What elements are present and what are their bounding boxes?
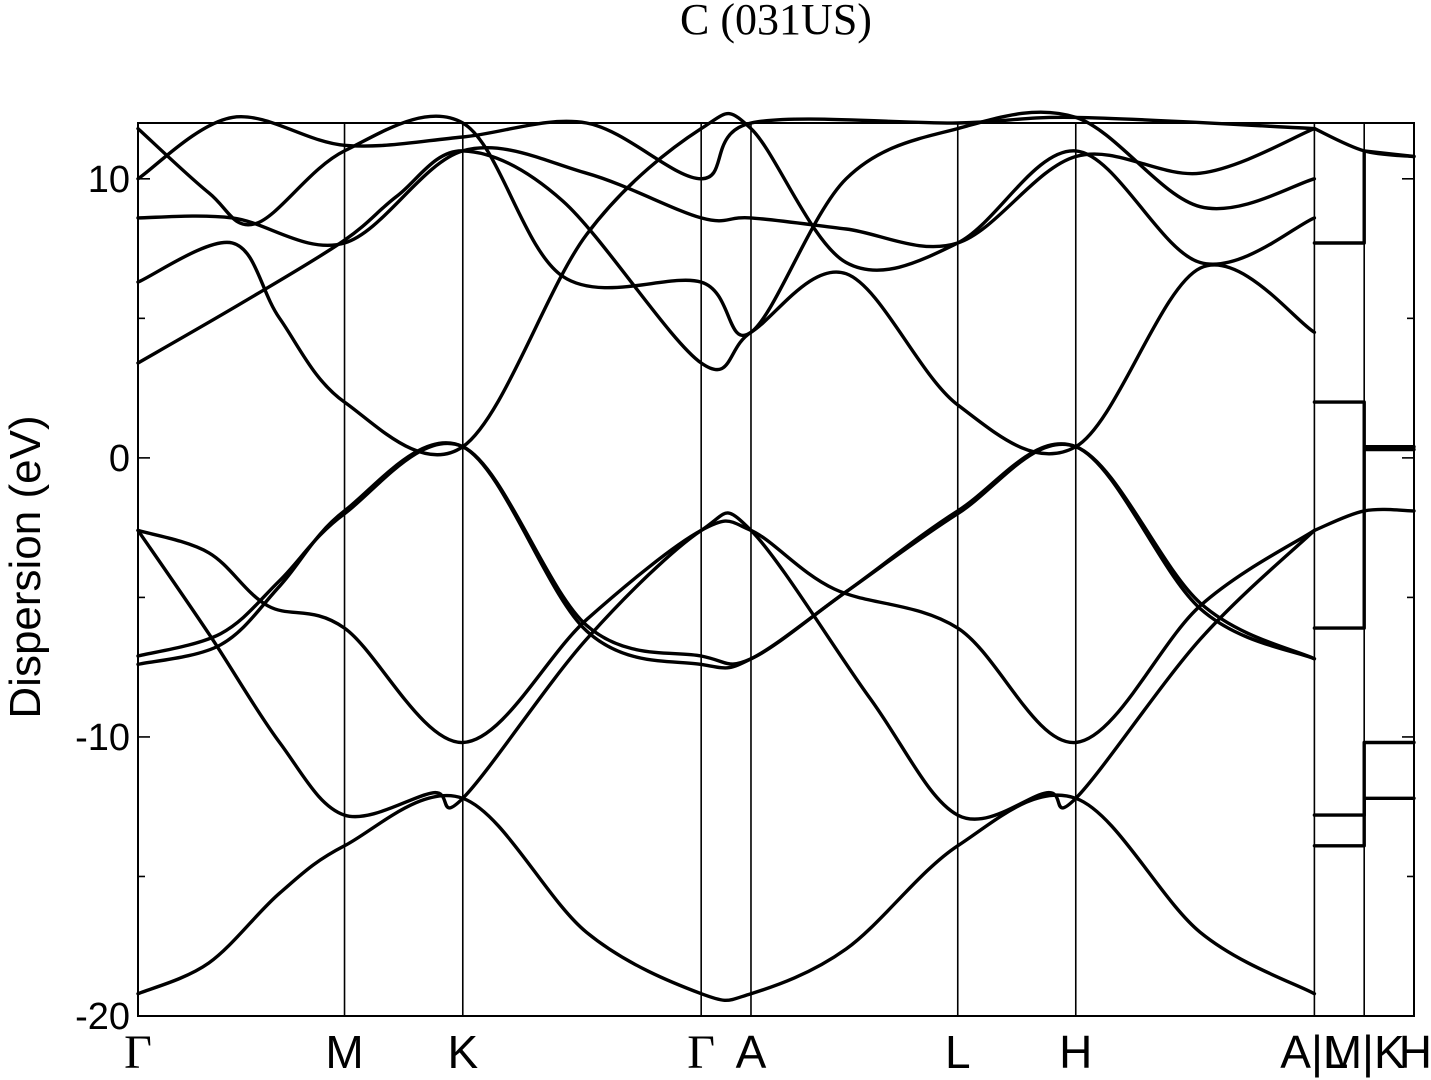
band-2 (136, 511, 1317, 821)
band-7 (136, 111, 1317, 457)
band-lines (136, 110, 1416, 1002)
y-axis-ticks: 10 0 -10 -20 (75, 159, 1414, 1038)
band-12 (1312, 796, 1416, 848)
kpoint-label-8: M|K (1324, 1026, 1405, 1078)
kpoint-label-4: A (736, 1026, 767, 1078)
ytick-label-1: 0 (109, 438, 130, 480)
ytick-label-3: -20 (75, 996, 130, 1038)
x-axis-labels: Γ M K Γ A L H A|LM|KH (124, 1026, 1431, 1079)
ytick-label-0: 10 (88, 159, 130, 201)
kpoint-label-5: L (945, 1026, 971, 1078)
band-14 (1312, 445, 1416, 630)
kpoint-label-3: Γ (687, 1026, 715, 1079)
ytick-label-2: -10 (75, 717, 130, 759)
band-1 (136, 793, 1317, 1002)
band-6 (136, 149, 1317, 456)
chart-title: C (031US) (680, 0, 872, 44)
band-5 (136, 441, 1317, 670)
band-15 (1312, 400, 1416, 452)
band-13 (1312, 740, 1416, 817)
band-16 (1312, 149, 1416, 245)
band-9 (136, 110, 1317, 337)
kpoint-label-6: H (1059, 1026, 1092, 1078)
symmetry-lines (343, 123, 1365, 1016)
kpoint-label-1: M (325, 1026, 363, 1078)
band-4 (136, 441, 1317, 666)
kpoint-label-0: Γ (124, 1026, 152, 1079)
band-17 (1312, 126, 1416, 159)
y-axis-label: Dispersion (eV) (1, 415, 50, 718)
plot-frame (137, 122, 1415, 1017)
band-3 (136, 519, 1317, 745)
kpoint-label-9: H (1399, 1026, 1431, 1078)
band-8 (136, 126, 1317, 249)
kpoint-label-2: K (447, 1026, 478, 1078)
band-10 (136, 115, 1317, 181)
kpoint-label-7: A|L (1280, 1026, 1348, 1078)
